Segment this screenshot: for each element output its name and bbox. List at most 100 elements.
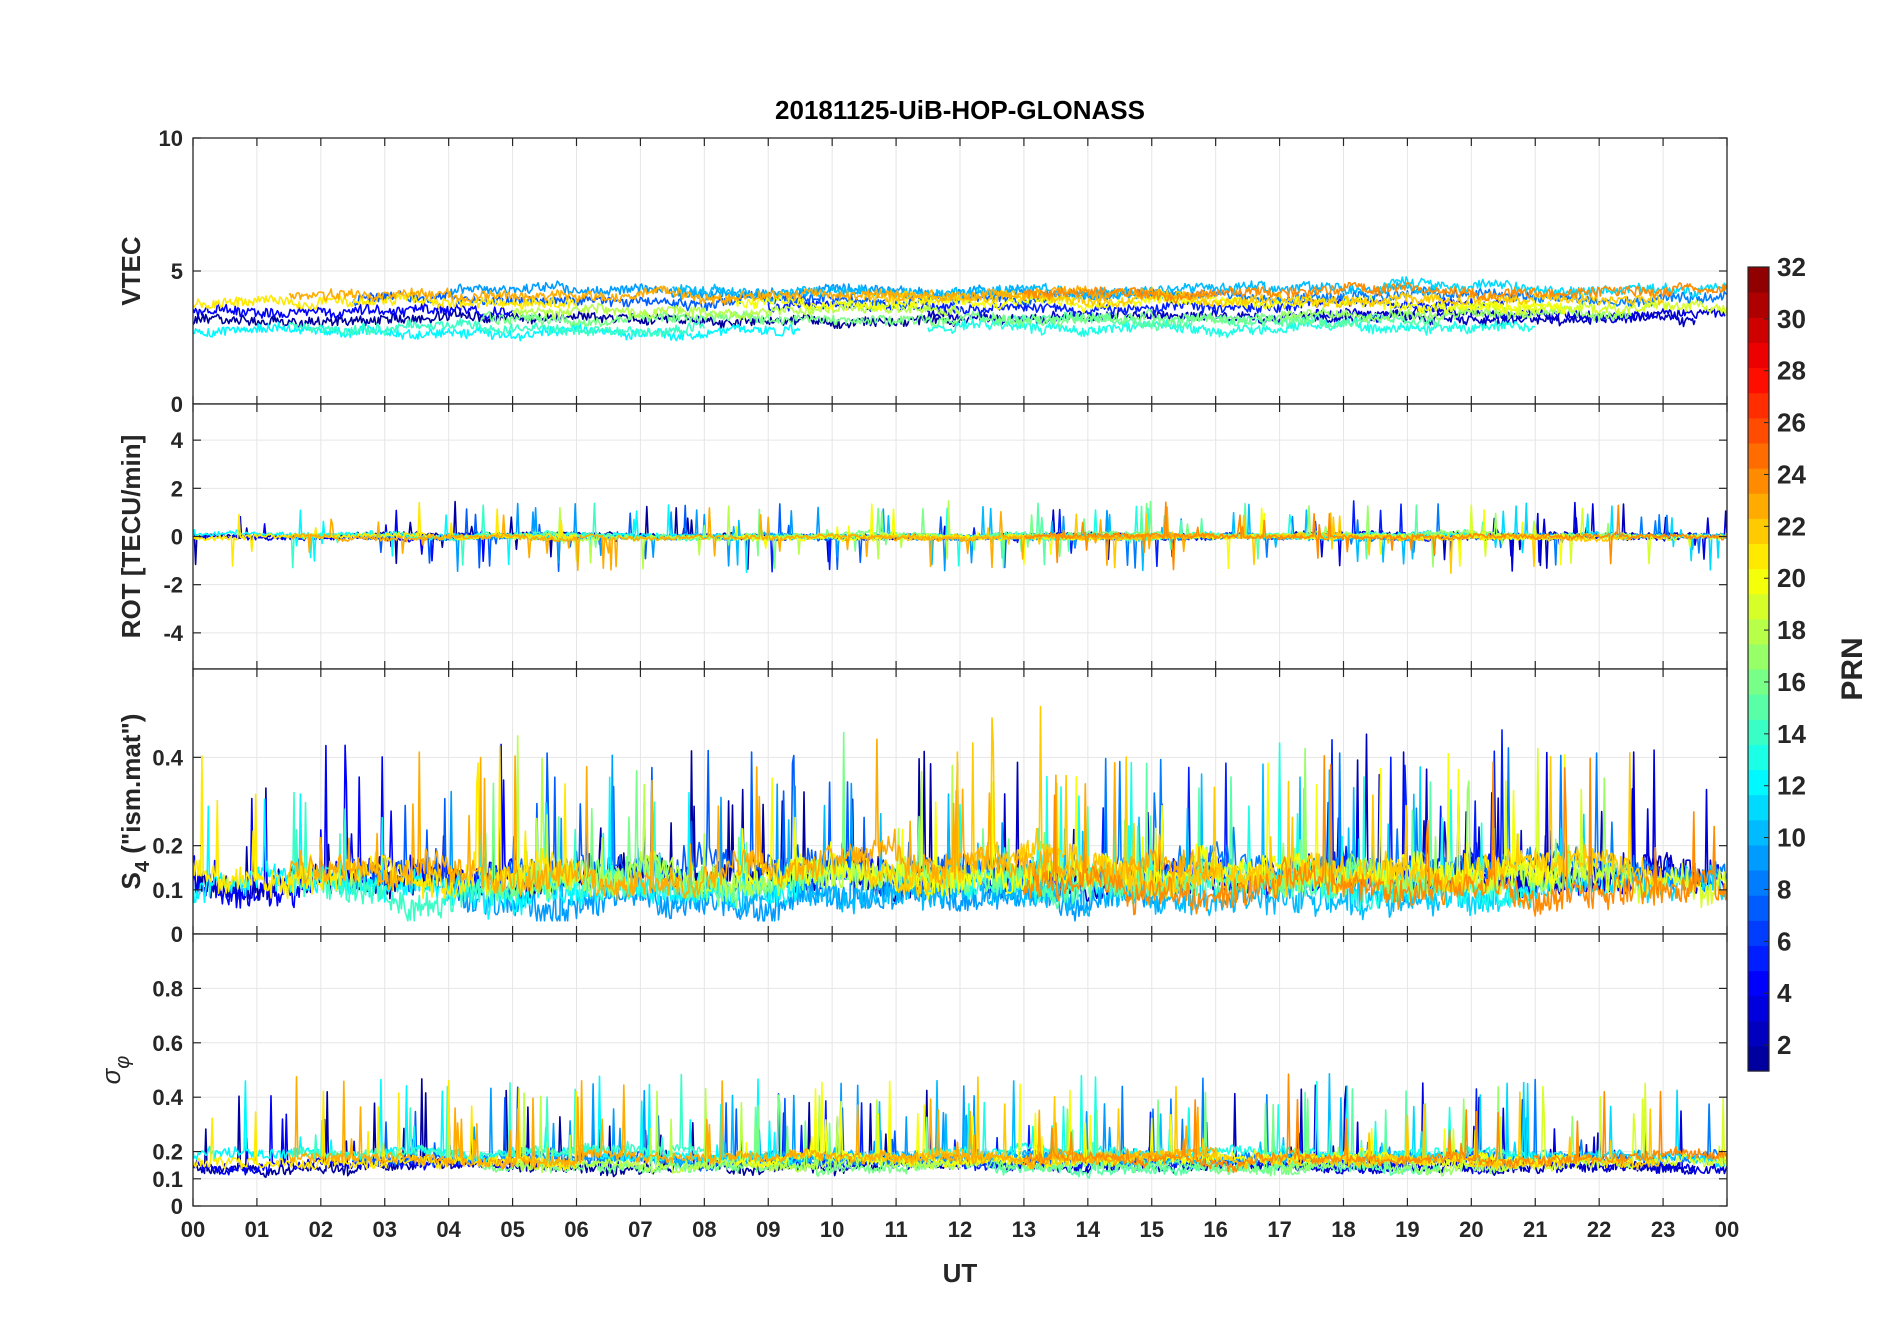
y-tick-label: 0.4	[152, 745, 183, 770]
colorbar-segment	[1748, 945, 1769, 972]
colorbar-segment	[1748, 468, 1769, 494]
colorbar-tick-label: 8	[1777, 874, 1791, 904]
series-line-prn-21	[193, 292, 578, 311]
series-line-prn-16	[479, 308, 1313, 328]
colorbar-segment	[1748, 643, 1769, 670]
colorbar-segment	[1748, 1045, 1769, 1072]
series-line-prn-11	[1374, 276, 1727, 298]
y-tick-label: -2	[163, 573, 183, 598]
panel-sigma_phi: 00.10.2 0.4 0.6 0.8 σφ	[96, 933, 1728, 1219]
x-tick-label: 05	[500, 1217, 524, 1242]
x-axis: 00 01 02 03 04 05 06 07 08 09 10 11 12 13 14 15 16 17 18 19…	[181, 1217, 1739, 1242]
x-tick-label: 21	[1523, 1217, 1547, 1242]
colorbar-tick-label: 20	[1777, 563, 1806, 593]
x-tick-label: 12	[948, 1217, 972, 1242]
x-tick-label: 00	[181, 1217, 205, 1242]
y-axis-label-s4: S4 ("ism.mat")	[116, 714, 154, 890]
y-tick-label: 0	[171, 922, 183, 947]
x-tick-label: 23	[1651, 1217, 1675, 1242]
x-tick-label: 03	[373, 1217, 397, 1242]
colorbar-segment	[1748, 970, 1769, 997]
y-tick-label: 0.6	[152, 1031, 183, 1056]
colorbar-segment	[1748, 292, 1769, 318]
panel-vtec: 0 5 10 VTEC	[116, 126, 1728, 417]
colorbar-segment	[1748, 719, 1769, 745]
colorbar-segment	[1748, 518, 1769, 544]
colorbar-segment	[1748, 819, 1769, 846]
y-tick-label: 10	[159, 126, 183, 151]
colorbar-segment	[1748, 995, 1769, 1022]
colorbar-tick-label: 10	[1777, 823, 1806, 853]
colorbar-segment	[1748, 543, 1769, 570]
series-line-prn-17	[1279, 305, 1632, 323]
y-tick-label: 0	[171, 1194, 183, 1219]
colorbar-segment	[1748, 870, 1769, 896]
y-tick-label: 0.4	[152, 1085, 183, 1110]
x-tick-label: 13	[1012, 1217, 1036, 1242]
colorbar-frame	[1747, 266, 1770, 1072]
colorbar-segment	[1748, 367, 1769, 394]
x-tick-label: 01	[245, 1217, 269, 1242]
y-axis-label-vtec: VTEC	[116, 236, 146, 306]
series-line-prn-22	[863, 1076, 1664, 1171]
x-tick-label: 17	[1267, 1217, 1291, 1242]
y-tick-label: 0.1	[152, 878, 183, 903]
y-tick-label: 0.2	[152, 1140, 183, 1165]
colorbar-tick-label: 28	[1777, 356, 1806, 386]
y-label-subscript: 4	[132, 860, 154, 872]
colorbar-segment	[1748, 593, 1769, 620]
y-tick-label: 0.1	[152, 1167, 183, 1192]
series-line-prn-24	[1023, 1073, 1727, 1174]
x-tick-label: 18	[1331, 1217, 1355, 1242]
colorbar-segment	[1748, 1020, 1769, 1047]
series-group	[193, 500, 1727, 574]
series-group	[193, 1073, 1727, 1179]
series-group	[193, 705, 1727, 922]
colorbar-segment	[1748, 618, 1769, 645]
colorbar-label: PRN	[1836, 637, 1869, 700]
colorbar-tick-label: 26	[1777, 408, 1806, 438]
colorbar-tick-label: 2	[1777, 1030, 1791, 1060]
series-line-prn-13	[927, 1074, 1536, 1164]
x-tick-label: 16	[1203, 1217, 1227, 1242]
series-line-prn-24	[1023, 755, 1727, 917]
series-line-prn-18	[512, 1087, 961, 1174]
chart-title: 20181125-UiB-HOP-GLONASS	[775, 95, 1145, 125]
x-tick-label: 11	[884, 1217, 907, 1242]
colorbar-segment	[1748, 844, 1769, 871]
colorbar-tick-label: 18	[1777, 615, 1806, 645]
y-label-subscript: φ	[112, 1056, 134, 1069]
colorbar-segment	[1748, 317, 1769, 343]
colorbar-segment	[1748, 493, 1769, 519]
colorbar-segment	[1748, 694, 1769, 720]
series-line-prn-24	[1023, 281, 1727, 304]
y-label-main: S	[116, 872, 146, 889]
colorbar-segment	[1748, 920, 1769, 946]
panel-rot: -4 -2 0 2 4 ROT [TECU/min]	[116, 403, 1728, 670]
series-line-prn-12	[193, 321, 801, 342]
colorbar-tick-label: 24	[1777, 459, 1806, 489]
colorbar-tick-label: 6	[1777, 926, 1791, 956]
x-tick-label: 09	[756, 1217, 780, 1242]
x-tick-label: 07	[628, 1217, 652, 1242]
x-tick-label: 20	[1459, 1217, 1483, 1242]
colorbar-tick-label: 32	[1777, 252, 1806, 282]
x-tick-label: 10	[820, 1217, 844, 1242]
y-tick-label: 2	[171, 476, 183, 501]
series-group	[193, 276, 1727, 342]
y-label-rest: ("ism.mat")	[116, 714, 146, 861]
colorbar-segment	[1748, 442, 1769, 469]
y-axis-label-sigma_phi: σφ	[96, 1056, 134, 1085]
colorbar-segment	[1748, 794, 1769, 821]
series-line-prn-22	[863, 289, 1664, 309]
x-tick-label: 02	[309, 1217, 333, 1242]
series-line-prn-18	[511, 299, 961, 321]
series-line-prn-17	[1279, 1086, 1632, 1177]
y-tick-label: 0.2	[152, 834, 183, 859]
panel-s4: 00.10.20.4S4 ("ism.mat")	[116, 668, 1728, 947]
colorbar-tick-label: 4	[1777, 978, 1792, 1008]
colorbar-tick-label: 30	[1777, 304, 1806, 334]
